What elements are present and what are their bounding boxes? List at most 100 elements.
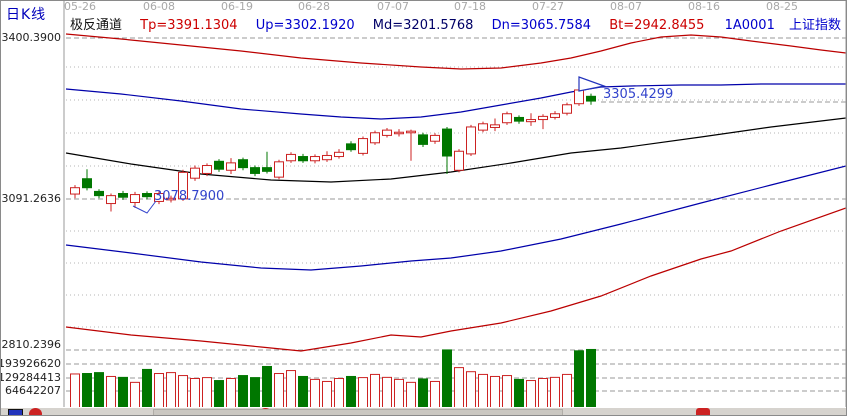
- low-price-annotation: 3078.7900: [154, 189, 225, 204]
- volume-bar: [82, 373, 92, 409]
- volume-bar: [154, 373, 164, 409]
- alarm-icon[interactable]: [29, 408, 42, 415]
- candle-body: [562, 104, 572, 114]
- candle-body: [142, 193, 152, 198]
- candle-body: [70, 187, 80, 195]
- volume-bar: [490, 375, 500, 409]
- volume-bar: [322, 380, 332, 409]
- low-marker-line: [132, 200, 157, 214]
- date-axis-label: 08-07: [610, 1, 642, 13]
- candle-body: [226, 162, 236, 171]
- candle-body: [298, 156, 308, 162]
- pennant-annotation: [578, 76, 607, 92]
- candle-body: [322, 154, 332, 161]
- candle-body: [550, 113, 560, 118]
- candle-body: [118, 193, 128, 198]
- date-axis-label: 08-16: [688, 1, 720, 13]
- candle-body: [454, 150, 464, 171]
- volume-bar: [574, 350, 584, 409]
- symbol-code: 1A0001: [724, 18, 775, 33]
- candle-body: [202, 165, 212, 174]
- volume-bar: [346, 375, 356, 409]
- candle-body: [538, 115, 548, 121]
- volume-bar: [70, 373, 80, 409]
- channel-line-up: [65, 83, 846, 120]
- volume-bar: [478, 373, 488, 409]
- channel-line-dn: [65, 165, 846, 271]
- candle-body: [442, 128, 452, 157]
- volume-bar: [466, 371, 476, 409]
- taskbar: [1, 407, 846, 415]
- candle-body: [394, 131, 404, 135]
- candle-body: [478, 123, 488, 131]
- date-axis-label: 05-26: [64, 1, 96, 13]
- candle-body: [238, 159, 248, 169]
- candle-body: [130, 194, 140, 203]
- date-axis-label: 06-08: [143, 1, 175, 13]
- volume-axis-label: 64642207: [5, 384, 61, 397]
- volume-bar: [238, 375, 248, 409]
- date-axis-label: 07-07: [377, 1, 409, 13]
- volume-bar: [178, 375, 188, 409]
- volume-bar: [538, 378, 548, 409]
- chart-period-label: 日K线: [6, 7, 47, 23]
- volume-bar: [586, 348, 596, 409]
- signal-icon: [696, 408, 710, 415]
- volume-bar: [262, 365, 272, 409]
- date-axis-label: 06-19: [221, 1, 253, 13]
- volume-bar: [358, 377, 368, 409]
- channel-line-tp: [65, 33, 846, 70]
- volume-bar: [418, 378, 428, 409]
- candle-body: [166, 197, 176, 201]
- volume-bar: [310, 378, 320, 409]
- date-axis-label: 07-18: [454, 1, 486, 13]
- candle-body: [526, 119, 536, 123]
- indicator-params: 极反通道 Tp=3391.1304 Up=3302.1920 Md=3201.5…: [70, 14, 718, 33]
- volume-bar: [94, 372, 104, 409]
- date-axis-label: 06-28: [298, 1, 330, 13]
- date-axis-label: 08-25: [766, 1, 798, 13]
- volume-bar: [226, 378, 236, 409]
- candle-body: [490, 124, 500, 128]
- candle-body: [418, 134, 428, 145]
- volume-bar: [502, 375, 512, 409]
- volume-bar: [430, 380, 440, 409]
- indicator-param-md: Md=3201.5768: [372, 18, 474, 33]
- candle-body: [310, 156, 320, 162]
- candle-body: [574, 89, 584, 105]
- candle-body: [190, 167, 200, 179]
- candle-body: [94, 190, 104, 197]
- volume-bar: [454, 367, 464, 409]
- volume-bar: [130, 381, 140, 409]
- candle-body: [214, 160, 224, 170]
- indicator-param-up: Up=3302.1920: [255, 18, 355, 33]
- volume-bar: [394, 378, 404, 409]
- candle-body: [334, 151, 344, 158]
- volume-bar: [550, 376, 560, 409]
- volume-bar: [370, 373, 380, 409]
- candle-body: [286, 153, 296, 162]
- volume-bar: [442, 349, 452, 409]
- volume-bar: [118, 376, 128, 409]
- candle-body: [502, 113, 512, 124]
- volume-bar: [106, 375, 116, 409]
- date-axis-label: 07-27: [532, 1, 564, 13]
- volume-bar: [202, 377, 212, 409]
- volume-bar: [250, 377, 260, 409]
- channel-line-bt: [65, 207, 846, 352]
- candle-body: [406, 130, 416, 134]
- candle-body: [262, 167, 272, 172]
- volume-bar: [274, 373, 284, 409]
- candle-body: [370, 132, 380, 144]
- candle-body: [154, 193, 164, 202]
- channel-up-annotation: 3305.4299: [603, 87, 674, 102]
- candle-body: [82, 178, 92, 189]
- indicator-param-dn: Dn=3065.7584: [491, 18, 592, 33]
- price-axis-label: 3091.2636: [2, 192, 62, 205]
- candle-body: [178, 171, 188, 200]
- app-icon[interactable]: [8, 409, 23, 415]
- volume-bar: [406, 381, 416, 409]
- volume-axis-label: 129284413: [1, 371, 61, 384]
- volume-bar: [214, 380, 224, 409]
